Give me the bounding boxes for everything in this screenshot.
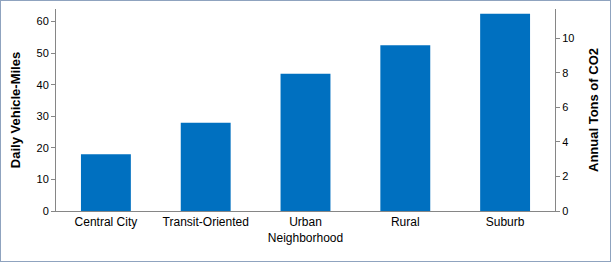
svg-text:Rural: Rural bbox=[391, 215, 420, 229]
svg-text:60: 60 bbox=[37, 15, 49, 27]
svg-text:50: 50 bbox=[37, 47, 49, 59]
svg-text:6: 6 bbox=[562, 101, 568, 113]
svg-text:Central City: Central City bbox=[75, 215, 138, 229]
svg-text:10: 10 bbox=[562, 32, 574, 44]
svg-text:Suburb: Suburb bbox=[486, 215, 525, 229]
svg-text:0: 0 bbox=[562, 205, 568, 217]
svg-text:4: 4 bbox=[562, 136, 568, 148]
svg-text:10: 10 bbox=[37, 173, 49, 185]
svg-text:UrbanNeighborhood: UrbanNeighborhood bbox=[268, 215, 343, 245]
svg-text:20: 20 bbox=[37, 142, 49, 154]
svg-text:30: 30 bbox=[37, 110, 49, 122]
svg-text:8: 8 bbox=[562, 67, 568, 79]
svg-text:Transit-Oriented: Transit-Oriented bbox=[163, 215, 249, 229]
svg-text:Daily Vehicle-Miles: Daily Vehicle-Miles bbox=[8, 52, 23, 168]
svg-text:40: 40 bbox=[37, 79, 49, 91]
svg-text:Annual Tons of CO2: Annual Tons of CO2 bbox=[586, 48, 601, 172]
svg-text:0: 0 bbox=[43, 205, 49, 217]
svg-text:2: 2 bbox=[562, 170, 568, 182]
